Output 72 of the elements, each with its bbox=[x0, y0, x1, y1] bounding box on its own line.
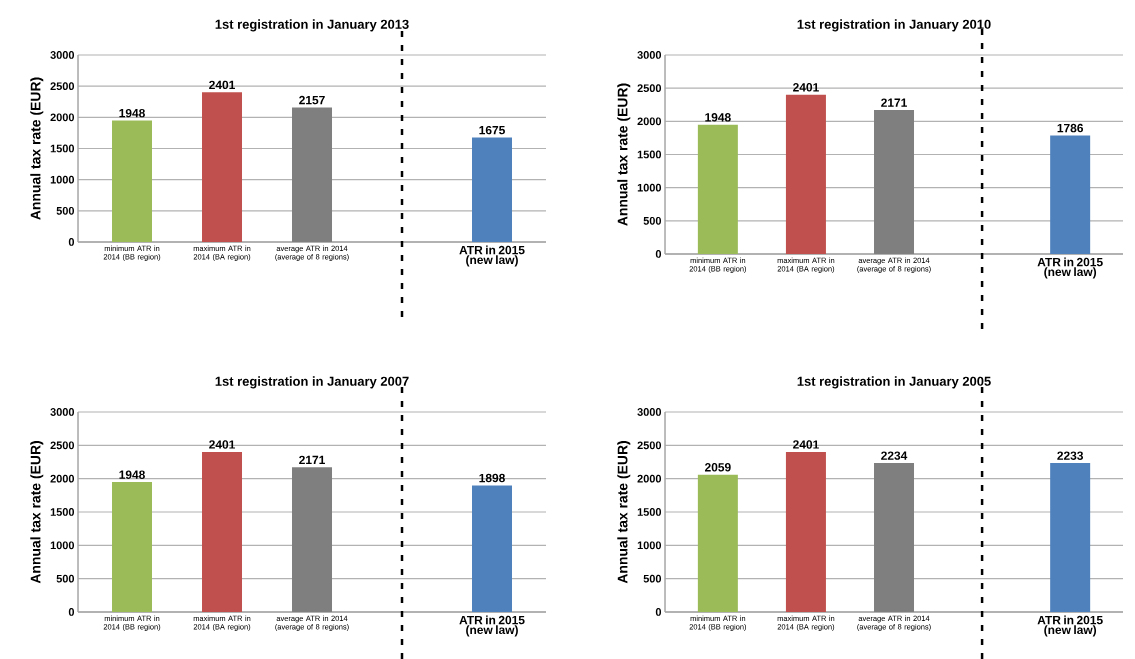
bar bbox=[874, 463, 915, 612]
bar bbox=[472, 137, 513, 242]
data-label: 2401 bbox=[793, 83, 819, 92]
x-tick-label: ATR in 2015 (new law) bbox=[459, 245, 525, 267]
data-label: 1948 bbox=[119, 108, 145, 118]
data-label: 2401 bbox=[209, 440, 235, 449]
chart-title: 1st registration in January 2007 bbox=[215, 376, 409, 389]
y-tick-label: 1500 bbox=[637, 150, 662, 159]
data-label: 2157 bbox=[299, 95, 325, 105]
data-label: 1675 bbox=[479, 125, 505, 135]
y-tick-label: 2000 bbox=[50, 113, 75, 122]
y-tick-label: 1000 bbox=[637, 541, 662, 550]
y-tick-label: 1500 bbox=[50, 508, 75, 516]
bar bbox=[697, 124, 738, 254]
bar bbox=[785, 451, 826, 612]
bar bbox=[112, 120, 153, 242]
y-tick-label: 2500 bbox=[637, 441, 662, 450]
y-tick-label: 3000 bbox=[637, 408, 662, 416]
bar bbox=[202, 451, 243, 612]
y-tick-label: 0 bbox=[655, 250, 662, 258]
y-tick-label: 0 bbox=[68, 608, 75, 616]
y-tick-label: 1500 bbox=[637, 508, 662, 516]
data-label: 1948 bbox=[119, 470, 145, 479]
y-tick-label: 2500 bbox=[50, 441, 75, 450]
y-axis-title: Annual tax rate (EUR) bbox=[30, 77, 44, 220]
y-tick-label: 0 bbox=[68, 238, 75, 246]
y-tick-label: 2000 bbox=[637, 117, 662, 126]
y-tick-label: 2000 bbox=[50, 474, 75, 483]
chart-title: 1st registration in January 2005 bbox=[797, 376, 991, 389]
y-tick-label: 2500 bbox=[637, 84, 662, 93]
y-tick-label: 500 bbox=[643, 216, 662, 225]
chart-title: 1st registration in January 2013 bbox=[215, 19, 409, 32]
bar bbox=[874, 109, 915, 254]
y-tick-label: 1000 bbox=[50, 175, 75, 184]
y-axis-title: Annual tax rate (EUR) bbox=[617, 83, 631, 226]
data-label: 1786 bbox=[1057, 123, 1084, 133]
chart-title: 1st registration in January 2010 bbox=[797, 19, 991, 32]
x-tick-label: ATR in 2015 (new law) bbox=[459, 615, 525, 637]
bar bbox=[292, 467, 333, 612]
bar bbox=[785, 94, 826, 254]
y-tick-label: 2500 bbox=[50, 82, 75, 91]
y-axis-title: Annual tax rate (EUR) bbox=[30, 441, 44, 584]
y-tick-label: 2000 bbox=[637, 474, 662, 483]
y-tick-label: 3000 bbox=[637, 51, 662, 59]
bar bbox=[1050, 463, 1091, 612]
x-tick-label: ATR in 2015 (new law) bbox=[1037, 257, 1103, 279]
y-tick-label: 1500 bbox=[50, 144, 75, 153]
y-axis-title: Annual tax rate (EUR) bbox=[617, 441, 631, 584]
bar bbox=[1050, 135, 1091, 254]
y-tick-label: 3000 bbox=[50, 51, 75, 59]
data-label: 2059 bbox=[704, 463, 731, 472]
bar bbox=[202, 92, 243, 242]
y-tick-label: 500 bbox=[643, 574, 662, 583]
data-label: 2401 bbox=[209, 80, 235, 90]
data-label: 2171 bbox=[881, 98, 907, 107]
bar bbox=[292, 107, 333, 242]
data-label: 2171 bbox=[299, 455, 325, 465]
data-label: 1948 bbox=[705, 113, 731, 122]
y-tick-label: 500 bbox=[56, 574, 75, 583]
y-tick-label: 1000 bbox=[637, 183, 662, 192]
y-tick-label: 500 bbox=[56, 206, 75, 215]
bar bbox=[697, 474, 738, 612]
data-label: 1898 bbox=[479, 473, 505, 483]
data-label: 2234 bbox=[881, 451, 908, 460]
data-label: 2233 bbox=[1057, 451, 1084, 460]
y-tick-label: 3000 bbox=[50, 408, 75, 416]
bar bbox=[112, 482, 153, 612]
bar bbox=[472, 485, 513, 612]
y-tick-label: 1000 bbox=[50, 541, 75, 550]
x-tick-label: ATR in 2015 (new law) bbox=[1037, 615, 1103, 637]
data-label: 2401 bbox=[793, 440, 819, 449]
y-tick-label: 0 bbox=[655, 608, 662, 616]
